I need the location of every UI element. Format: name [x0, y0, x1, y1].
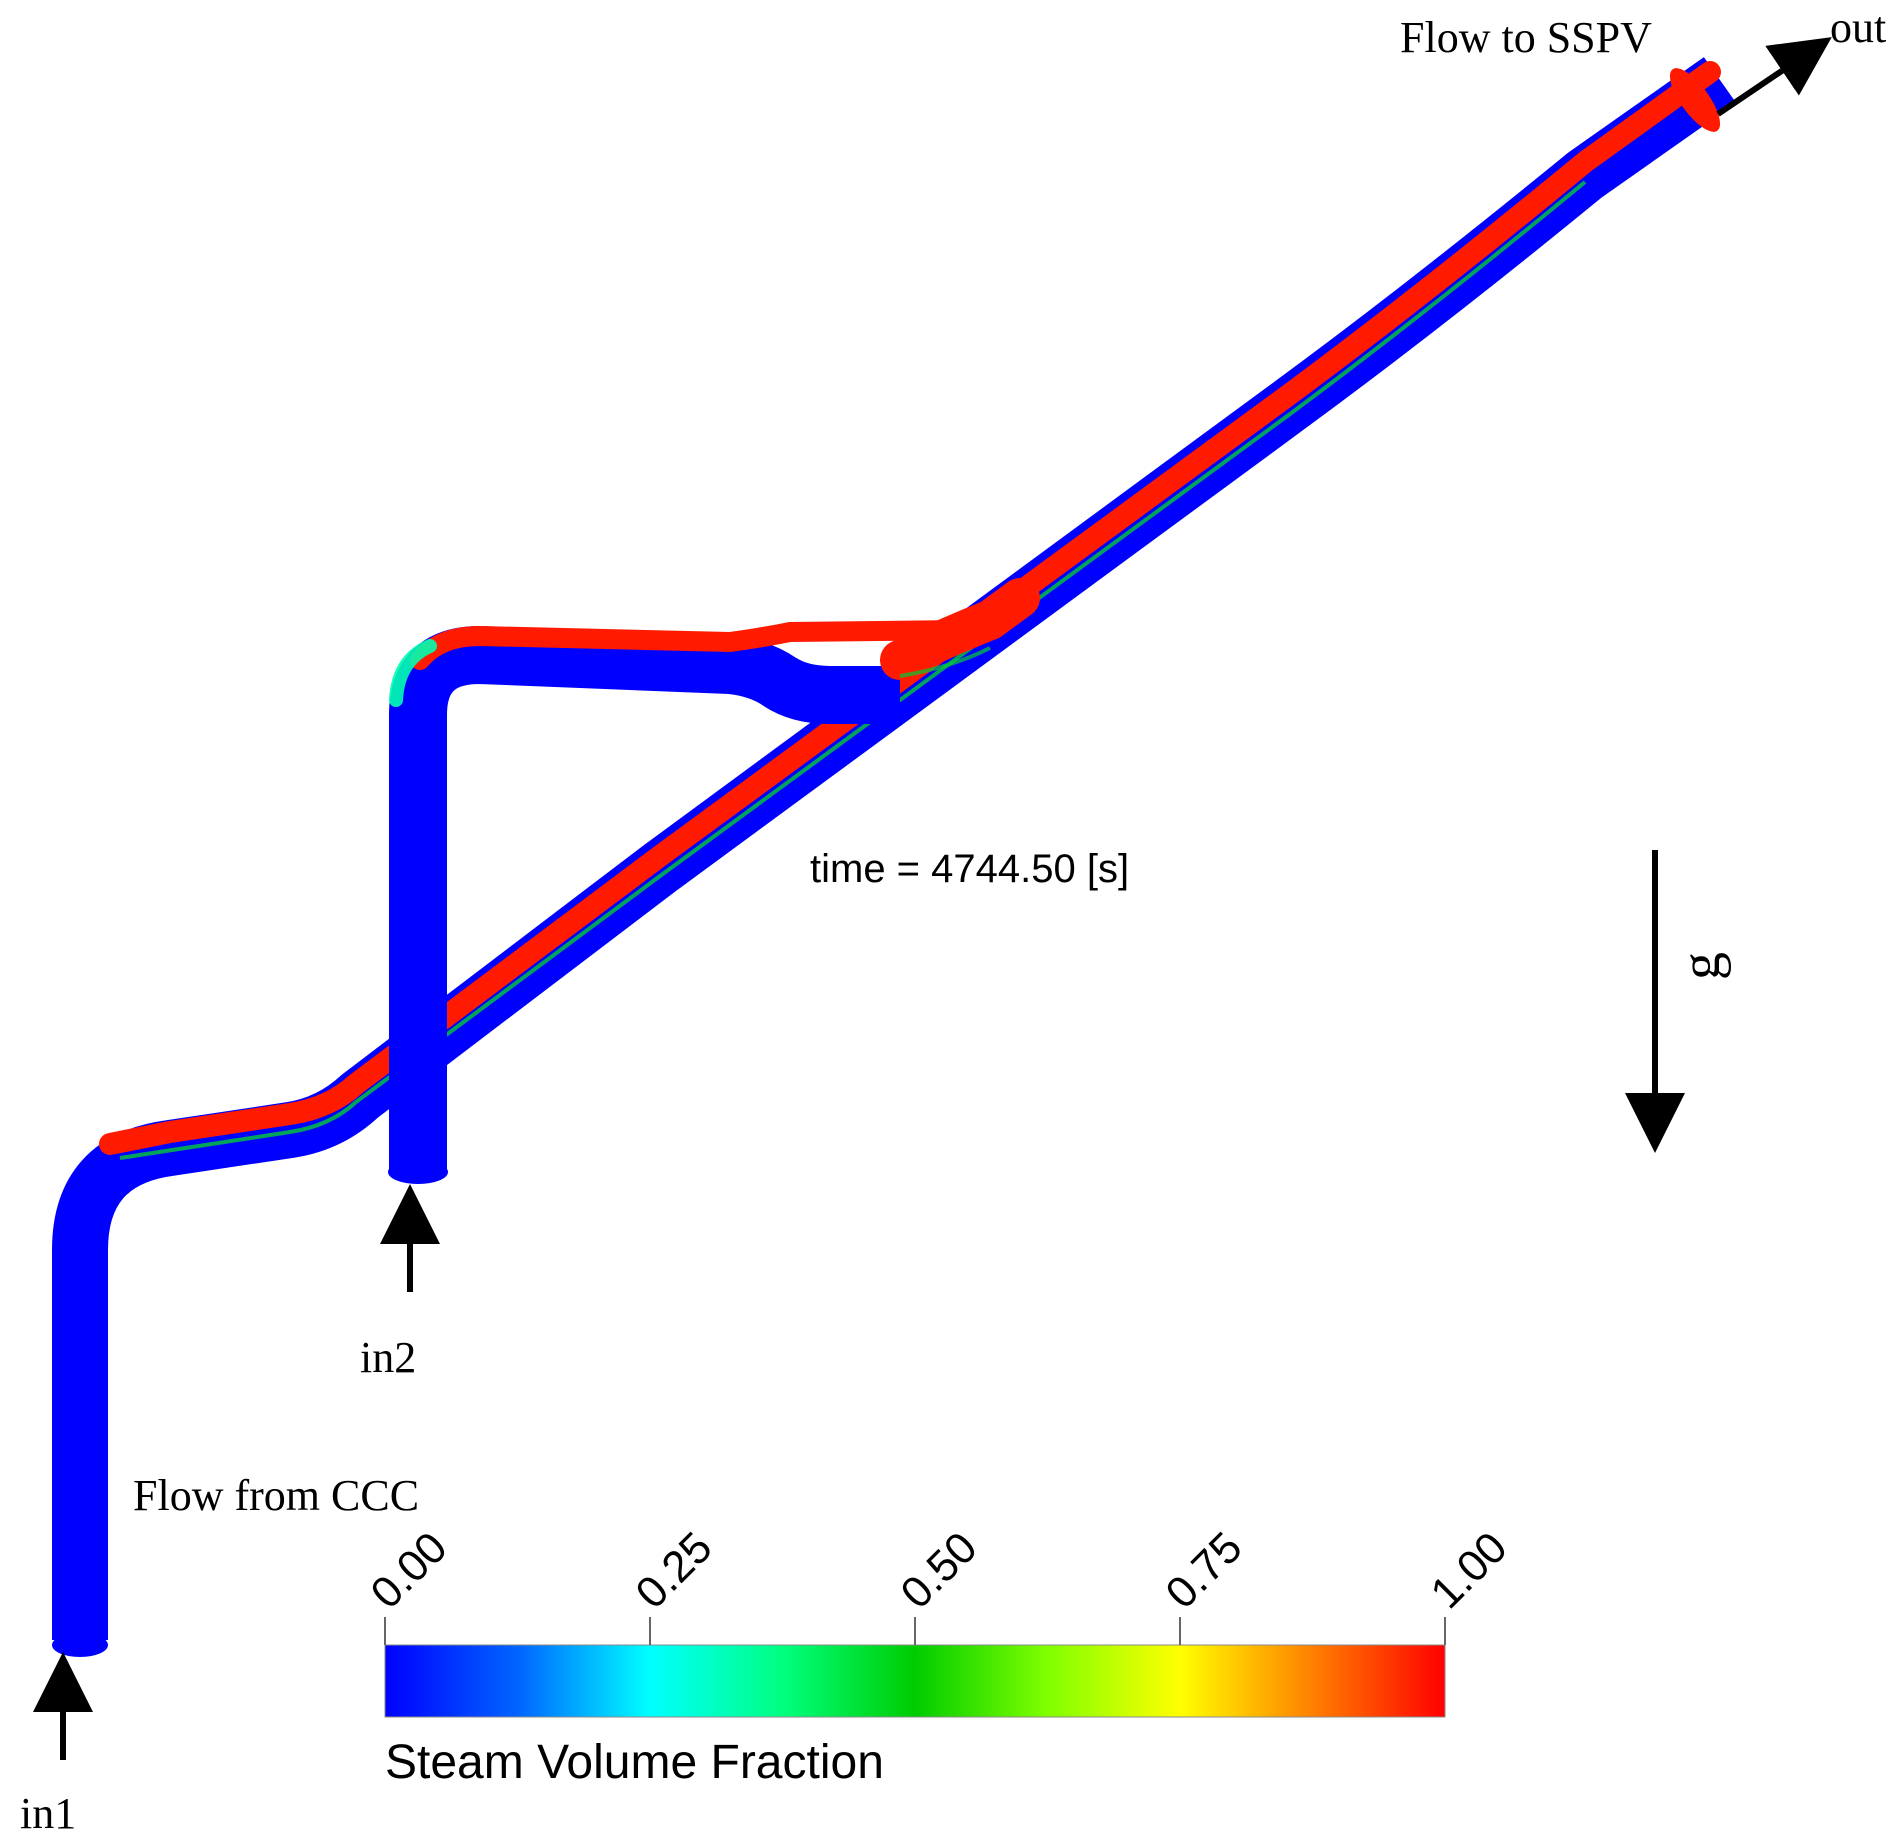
colorbar-tick-label: 1.00: [1421, 1523, 1516, 1618]
pipe-network: [52, 57, 1737, 1657]
in2-label: in2: [360, 1333, 416, 1382]
pipe-outlet-cap: [1669, 68, 1721, 132]
pipe-in1-interface: [119, 180, 1587, 1160]
colorbar-tick-label: 0.25: [626, 1523, 721, 1618]
flow-from-label: Flow from CCC: [133, 1471, 419, 1520]
pipe-in1-steam-layer: [99, 61, 1721, 1155]
colorbar-title: Steam Volume Fraction: [385, 1736, 884, 1789]
colorbar-ticks: 0.00 0.25 0.50 0.75 1.00: [361, 1523, 1517, 1645]
labels: Flow to SSPV out Flow from CCC in1 in2 g…: [20, 3, 1886, 1838]
flow-to-label: Flow to SSPV: [1400, 13, 1652, 62]
gravity-label: g: [1670, 952, 1732, 980]
in1-label: in1: [20, 1789, 76, 1838]
pipe-in2-liquid: [389, 626, 900, 1170]
flow-arrows: [33, 37, 1832, 1760]
time-label: time = 4744.50 [s]: [810, 847, 1129, 891]
colorbar-bar: [384, 1644, 1446, 1718]
pipe-in2-inlet-cap: [388, 1160, 448, 1184]
out-label: out: [1830, 3, 1886, 52]
pipe-in1-inlet-cap: [52, 1633, 108, 1657]
colorbar-tick-label: 0.75: [1156, 1523, 1251, 1618]
pipe-junction: [880, 578, 1040, 680]
out-arrow: [1716, 37, 1832, 117]
colorbar-tick-label: 0.50: [891, 1523, 986, 1618]
pipe-in2-bend-mix: [389, 639, 437, 707]
colorbar-tick-label: 0.00: [361, 1523, 456, 1618]
pipe-junction-interface: [899, 646, 991, 678]
colorbar: 0.00 0.25 0.50 0.75 1.00 Steam Volume Fracti…: [361, 1523, 1516, 1789]
